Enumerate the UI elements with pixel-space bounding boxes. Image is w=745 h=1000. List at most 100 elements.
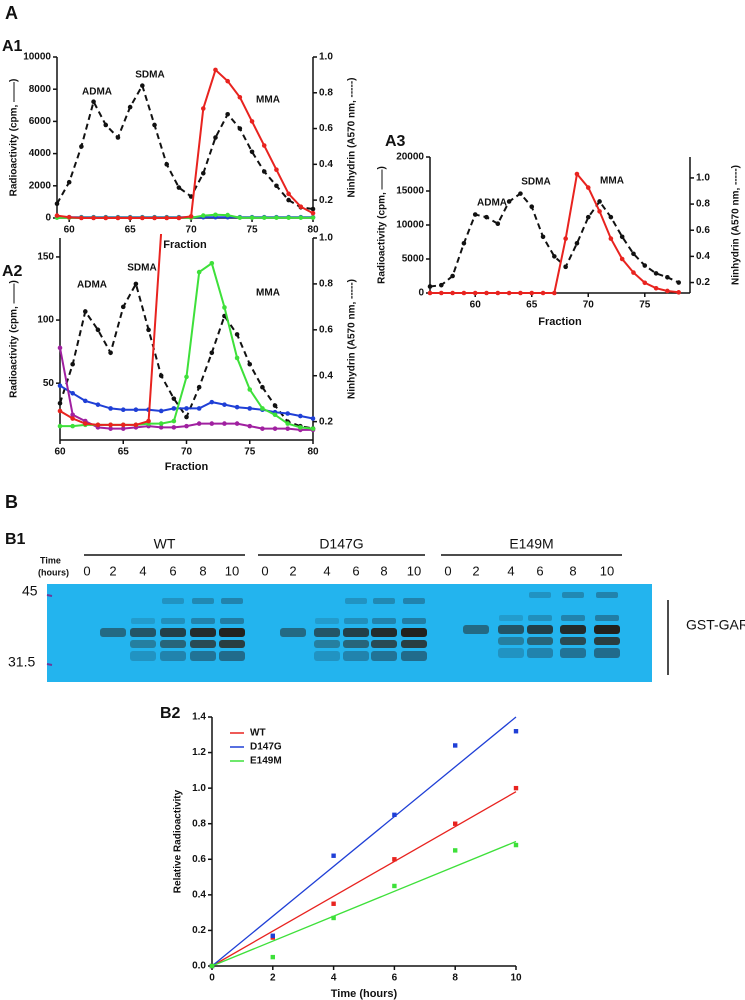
data-point bbox=[676, 290, 681, 295]
y2-tick-label: 0.6 bbox=[319, 324, 333, 335]
band bbox=[529, 592, 551, 598]
y2-axis-label: Ninhydrin (A570 nm, -----) bbox=[731, 165, 742, 285]
plot-area bbox=[57, 229, 316, 433]
data-point bbox=[261, 169, 267, 174]
y-axis-label: Radioactivity (cpm, ——) bbox=[9, 280, 20, 398]
data-point bbox=[234, 332, 240, 337]
data-point bbox=[484, 290, 489, 296]
band bbox=[130, 640, 156, 648]
y2-tick-label: 0.4 bbox=[319, 370, 333, 381]
x-tick-label: 80 bbox=[307, 225, 319, 236]
data-point bbox=[619, 234, 625, 240]
data-point bbox=[120, 304, 126, 310]
y-tick-label: 8000 bbox=[29, 84, 52, 95]
series-line bbox=[429, 192, 680, 288]
data-point bbox=[158, 425, 164, 430]
band bbox=[219, 651, 245, 661]
y2-tick-label: 1.0 bbox=[319, 233, 333, 244]
data-point bbox=[176, 185, 182, 190]
data-point bbox=[439, 290, 444, 296]
marker-tick bbox=[46, 594, 53, 597]
data-point bbox=[164, 162, 170, 167]
data-point bbox=[285, 426, 291, 431]
data-point bbox=[237, 94, 243, 100]
x-tick-label: 70 bbox=[186, 225, 198, 236]
band bbox=[371, 640, 397, 648]
data-point bbox=[331, 915, 336, 921]
time-value: 8 bbox=[380, 563, 387, 578]
y2-tick-label: 1.0 bbox=[696, 173, 710, 184]
data-point bbox=[184, 414, 189, 420]
marker-tick bbox=[46, 663, 53, 666]
x-tick-label: 70 bbox=[181, 447, 193, 458]
data-point bbox=[209, 421, 215, 426]
y-tick-label: 50 bbox=[43, 378, 55, 389]
time-value: 4 bbox=[323, 563, 330, 578]
panel-label: B2 bbox=[160, 705, 181, 722]
data-point bbox=[146, 327, 151, 333]
y2-tick-label: 0.2 bbox=[319, 416, 333, 427]
data-point bbox=[103, 215, 109, 221]
data-point bbox=[196, 421, 202, 426]
data-point bbox=[518, 290, 523, 296]
data-point bbox=[159, 229, 164, 234]
time-value: 0 bbox=[444, 563, 451, 578]
data-point bbox=[453, 821, 458, 826]
data-point bbox=[472, 290, 478, 296]
data-point bbox=[158, 421, 164, 426]
data-point bbox=[272, 426, 278, 431]
data-point bbox=[171, 396, 177, 401]
y-axis-label: Radioactivity (cpm, ——) bbox=[377, 166, 388, 284]
band bbox=[130, 651, 156, 661]
data-point bbox=[108, 426, 113, 431]
series-line bbox=[56, 68, 314, 219]
data-point bbox=[249, 215, 255, 220]
band bbox=[401, 640, 427, 648]
data-point bbox=[184, 423, 189, 429]
data-point bbox=[213, 135, 218, 140]
time-value: 10 bbox=[407, 563, 421, 578]
band bbox=[561, 615, 585, 621]
band bbox=[343, 628, 369, 637]
band bbox=[161, 618, 185, 624]
data-point bbox=[95, 402, 101, 407]
data-point bbox=[450, 290, 455, 296]
data-point bbox=[529, 290, 535, 296]
size-marker: 45 bbox=[22, 583, 38, 599]
y-axis-label: Radioactivity (cpm, ——) bbox=[9, 79, 20, 197]
x-tick-label: 2 bbox=[270, 973, 276, 984]
data-point bbox=[237, 215, 243, 220]
band bbox=[560, 648, 586, 658]
band bbox=[220, 618, 244, 624]
data-point bbox=[450, 273, 455, 279]
data-point bbox=[540, 234, 546, 240]
x-tick-label: 75 bbox=[639, 300, 651, 311]
data-point bbox=[247, 423, 253, 429]
data-point bbox=[260, 406, 265, 411]
time-value: 2 bbox=[472, 563, 479, 578]
peak-annotation: MMA bbox=[256, 288, 280, 299]
data-point bbox=[331, 853, 336, 858]
x-axis-label: Time (hours) bbox=[331, 988, 398, 1000]
x-tick-label: 60 bbox=[54, 447, 66, 458]
data-point bbox=[261, 143, 267, 148]
panel-label: A1 bbox=[2, 38, 23, 55]
section-label: B bbox=[5, 492, 18, 512]
data-point bbox=[513, 785, 519, 791]
y2-tick-label: 0.6 bbox=[696, 225, 710, 236]
data-point bbox=[310, 416, 316, 421]
band bbox=[499, 615, 523, 621]
x-axis-label: Fraction bbox=[163, 239, 207, 251]
x-tick-label: 70 bbox=[583, 300, 595, 311]
band bbox=[560, 637, 586, 645]
band bbox=[162, 598, 184, 604]
data-point bbox=[453, 743, 458, 748]
y-tick-label: 100 bbox=[37, 315, 54, 326]
data-point bbox=[54, 213, 60, 218]
y-tick-label: 1.2 bbox=[192, 747, 206, 758]
chart-panel: A1 60 65 70 75 80 0 2000 4000 6000 8000 10000 0.2 0.4… bbox=[2, 38, 358, 251]
data-point bbox=[115, 215, 121, 221]
data-point bbox=[461, 290, 467, 296]
y-tick-label: 10000 bbox=[396, 220, 424, 231]
band bbox=[192, 598, 214, 604]
